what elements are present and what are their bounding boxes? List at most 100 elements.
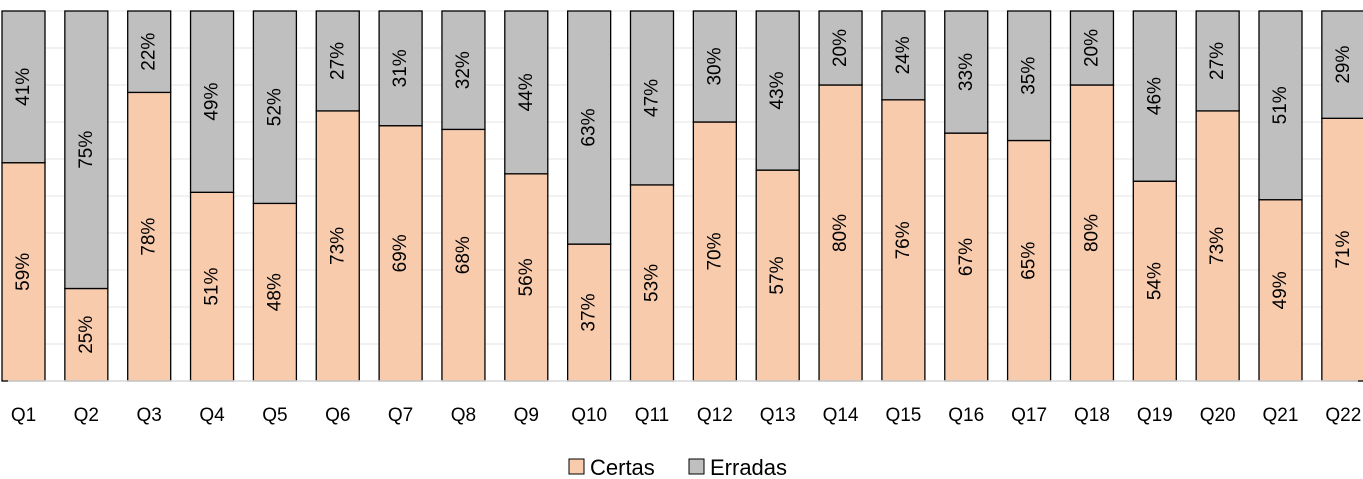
x-tick-label: Q18 [1074, 405, 1110, 426]
data-label-certas-q11: 53% [642, 264, 663, 302]
bar-certas-q8 [441, 128, 486, 382]
data-label-certas-q1: 59% [13, 253, 34, 291]
data-label-certas-q12: 70% [704, 232, 725, 270]
bar-certas-q18 [1069, 84, 1115, 382]
bar-certas-q9 [504, 173, 549, 382]
data-label-erradas-q1: 41% [13, 68, 34, 106]
bar-certas-q16 [944, 132, 989, 382]
bar-group-q3: 78% 22% [127, 10, 172, 382]
bar-group-q17: 65% 35% [1006, 10, 1052, 382]
data-label-certas-q15: 76% [893, 221, 914, 259]
bar-certas-q10 [567, 243, 612, 382]
bar-certas-q6 [315, 110, 360, 382]
bar-erradas-q9 [504, 10, 549, 175]
data-label-erradas-q5: 52% [264, 88, 285, 126]
bar-erradas-q15 [881, 10, 926, 101]
bar-group-q16: 67% 33% [944, 10, 989, 382]
data-label-certas-q21: 49% [1270, 271, 1291, 309]
bar-group-q21: 49% 51% [1258, 10, 1303, 382]
data-label-certas-q8: 68% [453, 236, 474, 274]
x-tick-label: Q7 [388, 405, 413, 426]
bars: 59% 41% 25% 75% 78% 22% 51% 49% 48% 52% 73% 27% 69% 3… [1, 10, 1363, 382]
data-label-certas-q10: 37% [579, 293, 600, 331]
bar-erradas-q7 [378, 10, 423, 127]
data-label-erradas-q14: 20% [830, 29, 851, 67]
data-label-erradas-q6: 27% [327, 42, 348, 80]
legend-label: Certas [590, 455, 655, 479]
data-label-erradas-q11: 47% [642, 79, 663, 117]
bar-erradas-q19 [1132, 10, 1177, 182]
x-tick-label: Q8 [451, 405, 476, 426]
bar-erradas-q20 [1195, 10, 1240, 112]
data-label-erradas-q17: 35% [1019, 57, 1040, 95]
x-tick-label: Q21 [1263, 405, 1299, 426]
data-label-certas-q16: 67% [956, 238, 977, 276]
data-label-certas-q4: 51% [202, 268, 223, 306]
bar-group-q13: 57% 43% [755, 10, 800, 382]
bar-certas-q7 [378, 125, 423, 382]
data-label-erradas-q21: 51% [1270, 86, 1291, 124]
bar-erradas-q18 [1069, 10, 1115, 86]
bar-group-q6: 73% 27% [315, 10, 360, 382]
bar-erradas-q11 [629, 10, 675, 186]
bar-group-q9: 56% 44% [504, 10, 549, 382]
bar-certas-q5 [252, 202, 298, 382]
bar-erradas-q14 [818, 10, 863, 86]
bar-erradas-q21 [1258, 10, 1303, 201]
bar-group-q8: 68% 32% [441, 10, 486, 382]
bar-group-q5: 48% 52% [252, 10, 298, 382]
data-label-erradas-q18: 20% [1081, 29, 1102, 67]
data-label-erradas-q16: 33% [956, 53, 977, 91]
x-tick-label: Q15 [885, 405, 921, 426]
data-label-erradas-q20: 27% [1207, 42, 1228, 80]
bar-group-q1: 59% 41% [1, 10, 46, 382]
bar-group-q14: 80% 20% [818, 10, 863, 382]
data-label-erradas-q4: 49% [202, 83, 223, 121]
legend-item-certas: Certas [568, 455, 655, 479]
bar-erradas-q5 [252, 10, 298, 205]
bar-group-q10: 37% 63% [567, 10, 612, 382]
data-label-certas-q19: 54% [1144, 262, 1165, 300]
x-tick-label: Q17 [1011, 405, 1047, 426]
bar-group-q20: 73% 27% [1195, 10, 1240, 382]
data-label-erradas-q3: 22% [139, 33, 160, 71]
data-label-certas-q13: 57% [767, 256, 788, 294]
legend-label: Erradas [710, 455, 787, 479]
x-tick-label: Q19 [1137, 405, 1173, 426]
legend-swatch [688, 458, 705, 475]
x-tick-label: Q22 [1325, 405, 1361, 426]
bar-erradas-q1 [1, 10, 46, 164]
bar-group-q11: 53% 47% [629, 10, 675, 382]
x-tick-label: Q12 [697, 405, 733, 426]
data-label-erradas-q2: 75% [76, 131, 97, 169]
x-tick-label: Q2 [74, 405, 99, 426]
data-label-erradas-q7: 31% [390, 49, 411, 87]
bar-group-q15: 76% 24% [881, 10, 926, 382]
data-label-certas-q6: 73% [327, 227, 348, 265]
data-label-certas-q9: 56% [516, 258, 537, 296]
x-tick-label: Q1 [11, 405, 36, 426]
x-tick-label: Q5 [262, 405, 287, 426]
x-tick-labels: Q1 Q2 Q3 Q4 Q5 Q6 Q7 Q8 Q9 Q10 Q11 Q12 Q13 Q14 Q15 Q16 Q… [11, 405, 1361, 426]
data-label-erradas-q12: 30% [704, 47, 725, 85]
bar-erradas-q4 [189, 10, 235, 193]
x-tick-label: Q10 [571, 405, 607, 426]
legend: Certas Erradas [568, 455, 787, 479]
bar-certas-q19 [1132, 180, 1177, 382]
bar-erradas-q10 [567, 10, 612, 245]
bar-certas-q4 [189, 191, 235, 382]
data-label-erradas-q19: 46% [1144, 77, 1165, 115]
bar-erradas-q13 [755, 10, 800, 171]
bar-certas-q22 [1321, 117, 1363, 382]
data-label-certas-q14: 80% [830, 214, 851, 252]
data-label-certas-q20: 73% [1207, 227, 1228, 265]
data-label-certas-q18: 80% [1081, 214, 1102, 252]
data-label-certas-q7: 69% [390, 234, 411, 272]
bar-erradas-q16 [944, 10, 989, 134]
legend-item-erradas: Erradas [688, 455, 787, 479]
bar-group-q2: 25% 75% [64, 10, 109, 382]
bar-group-q22: 71% 29% [1321, 10, 1363, 382]
data-label-certas-q17: 65% [1019, 242, 1040, 280]
x-tick-label: Q6 [325, 405, 350, 426]
